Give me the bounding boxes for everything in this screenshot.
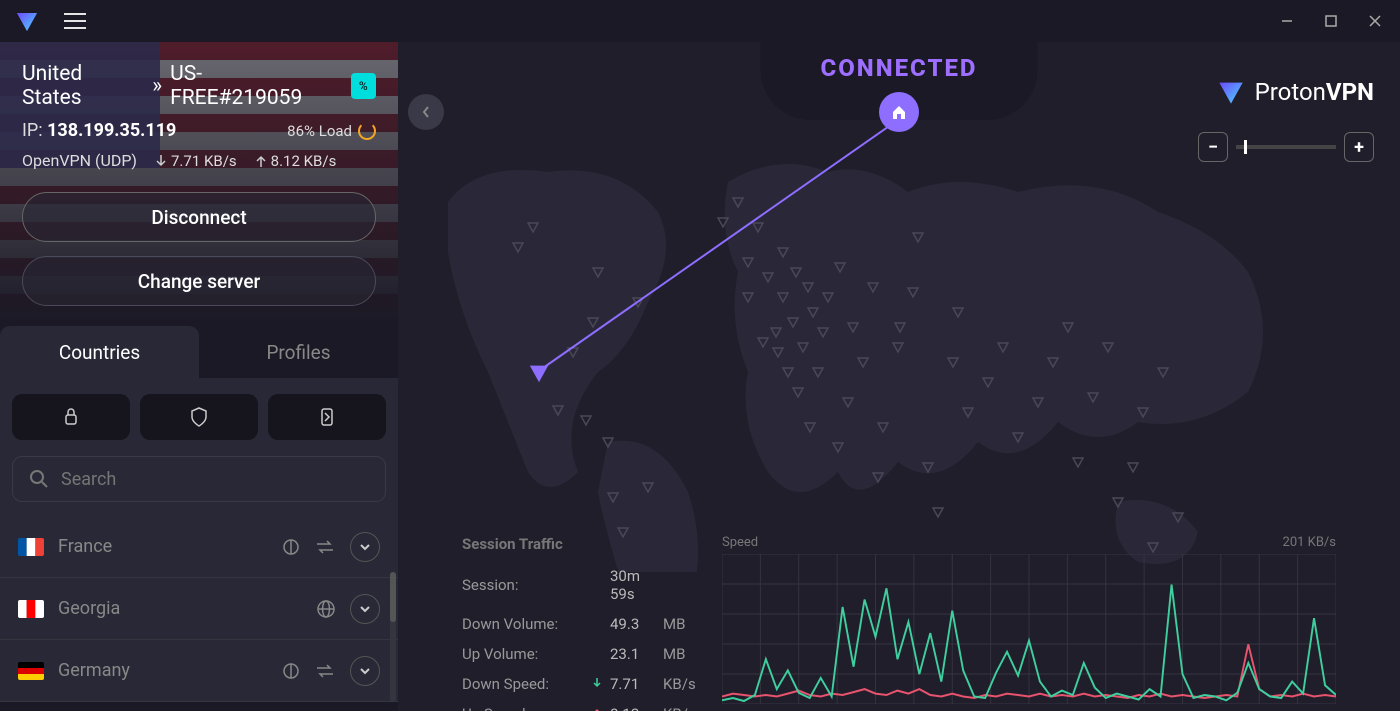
protocol-label: OpenVPN (UDP) xyxy=(22,151,137,170)
ip-address: IP: 138.199.35.119 xyxy=(22,120,176,141)
traffic-chart: Speed 201 KB/s xyxy=(722,535,1336,711)
cycle-icon xyxy=(314,662,336,680)
map-area[interactable]: CONNECTED ProtonVPN − + Session Tr xyxy=(398,42,1400,711)
traffic-panel: Session Traffic Session:30m 59s Down Volu… xyxy=(398,521,1400,711)
titlebar xyxy=(0,0,1400,42)
expand-button[interactable] xyxy=(350,656,380,686)
zoom-out-button[interactable]: − xyxy=(1198,132,1228,162)
expand-button[interactable] xyxy=(350,532,380,562)
country-name: Georgia xyxy=(58,598,302,619)
promo-badge-icon[interactable]: % xyxy=(351,73,376,99)
flag-icon xyxy=(18,538,44,556)
country-name: France xyxy=(58,536,268,557)
download-speed: 7.71 KB/s xyxy=(155,152,237,170)
zoom-control: − + xyxy=(1198,132,1374,162)
maximize-button[interactable] xyxy=(1321,11,1341,31)
load-ring-icon xyxy=(358,122,376,140)
brand-icon xyxy=(1217,78,1245,106)
traffic-title: Session Traffic xyxy=(462,535,702,553)
traffic-stat-row: Session:30m 59s xyxy=(462,567,702,603)
cycle-icon xyxy=(314,538,336,556)
country-item[interactable]: Georgia xyxy=(0,578,398,640)
scrollbar[interactable] xyxy=(390,572,396,702)
country-name: Germany xyxy=(58,660,268,681)
zoom-slider[interactable] xyxy=(1236,145,1336,149)
status-text: CONNECTED xyxy=(821,54,978,82)
tab-profiles[interactable]: Profiles xyxy=(199,326,398,378)
flag-icon xyxy=(18,662,44,680)
sidebar: United States » US-FREE#219059 % IP: 138… xyxy=(0,42,398,711)
country-item[interactable]: Germany xyxy=(0,640,398,702)
active-server-marker-icon xyxy=(528,362,550,384)
collapse-sidebar-button[interactable] xyxy=(408,94,444,130)
home-button[interactable] xyxy=(879,92,919,132)
p2p-icon xyxy=(282,661,300,681)
traffic-stat-row: Up Volume:23.1MB xyxy=(462,645,702,663)
disconnect-button[interactable]: Disconnect xyxy=(22,192,376,242)
zoom-in-button[interactable]: + xyxy=(1344,132,1374,162)
minimize-button[interactable] xyxy=(1277,11,1297,31)
connection-server: US-FREE#219059 xyxy=(170,62,330,110)
traffic-stat-row: Down Speed:7.71KB/s xyxy=(462,675,702,693)
p2p-icon xyxy=(282,537,300,557)
tab-countries[interactable]: Countries xyxy=(0,326,199,378)
change-server-button[interactable]: Change server xyxy=(22,256,376,306)
connection-country: United States xyxy=(22,62,144,110)
search-input[interactable] xyxy=(12,456,386,502)
upload-speed: 8.12 KB/s xyxy=(255,152,337,170)
country-list: France Georgia Germany xyxy=(0,516,398,702)
expand-button[interactable] xyxy=(350,594,380,624)
close-button[interactable] xyxy=(1365,11,1385,31)
chart-label-right: 201 KB/s xyxy=(1283,535,1336,550)
search-icon xyxy=(29,469,49,489)
flag-icon xyxy=(18,600,44,618)
menu-button[interactable] xyxy=(64,13,86,29)
traffic-stat-row: Up Speed:8.12KB/s xyxy=(462,705,702,711)
filter-p2p[interactable] xyxy=(268,394,386,440)
country-item[interactable]: France xyxy=(0,516,398,578)
filter-netshield[interactable] xyxy=(140,394,258,440)
chart-label-left: Speed xyxy=(722,535,758,550)
server-load: 86% Load xyxy=(287,122,376,140)
app-logo-icon xyxy=(15,9,39,33)
filter-securecore[interactable] xyxy=(12,394,130,440)
traffic-stat-row: Down Volume:49.3MB xyxy=(462,615,702,633)
globe-icon xyxy=(316,599,336,619)
brand-logo: ProtonVPN xyxy=(1217,78,1374,106)
